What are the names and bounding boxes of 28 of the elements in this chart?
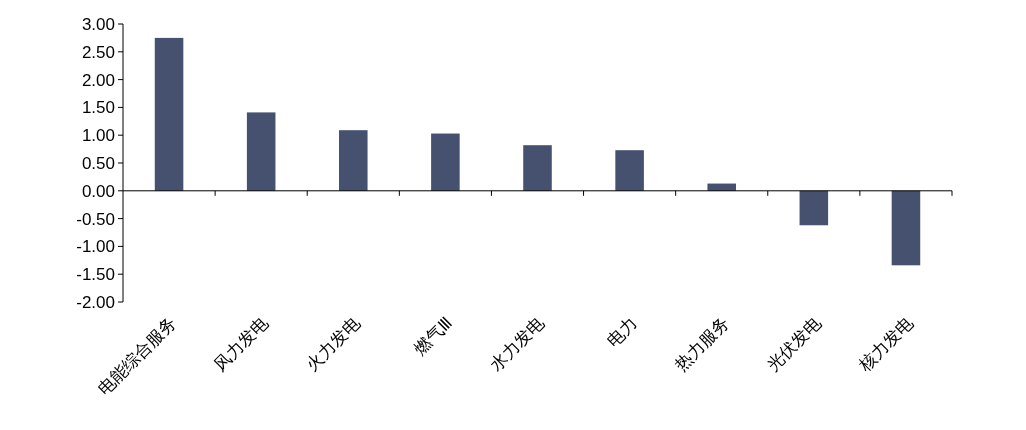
x-tick-label: 电能综合服务 xyxy=(94,313,180,399)
bar xyxy=(154,37,184,191)
bar xyxy=(431,133,460,191)
x-tick-label: 风力发电 xyxy=(210,313,272,375)
x-tick-label: 核力发电 xyxy=(854,313,917,376)
bar xyxy=(523,145,552,191)
y-tick-label: 0.50 xyxy=(81,153,115,173)
y-tick-label: -1.00 xyxy=(76,237,115,257)
y-tick-label: -2.00 xyxy=(76,292,115,312)
y-tick-label: -1.50 xyxy=(76,265,115,285)
bar xyxy=(339,130,368,191)
x-tick-label: 水力发电 xyxy=(486,313,549,375)
x-tick-label: 热力服务 xyxy=(671,313,733,375)
bar xyxy=(246,112,276,191)
bar xyxy=(799,190,829,226)
bar xyxy=(615,150,644,191)
y-tick-label: 0.00 xyxy=(81,181,115,201)
bar xyxy=(891,190,921,266)
x-tick-label: 光伏发电 xyxy=(763,313,825,375)
y-tick-label: 3.00 xyxy=(81,14,115,34)
x-tick-label: 火力发电 xyxy=(302,313,365,375)
y-tick-label: 2.00 xyxy=(81,70,115,90)
y-tick-label: 1.50 xyxy=(81,98,115,118)
y-tick-label: 2.50 xyxy=(81,42,115,62)
x-tick-label: 电力 xyxy=(602,313,641,351)
y-tick-label: 1.00 xyxy=(81,126,115,146)
x-tick-label: 燃气Ⅲ xyxy=(410,313,457,360)
y-tick-label: -0.50 xyxy=(76,209,115,229)
